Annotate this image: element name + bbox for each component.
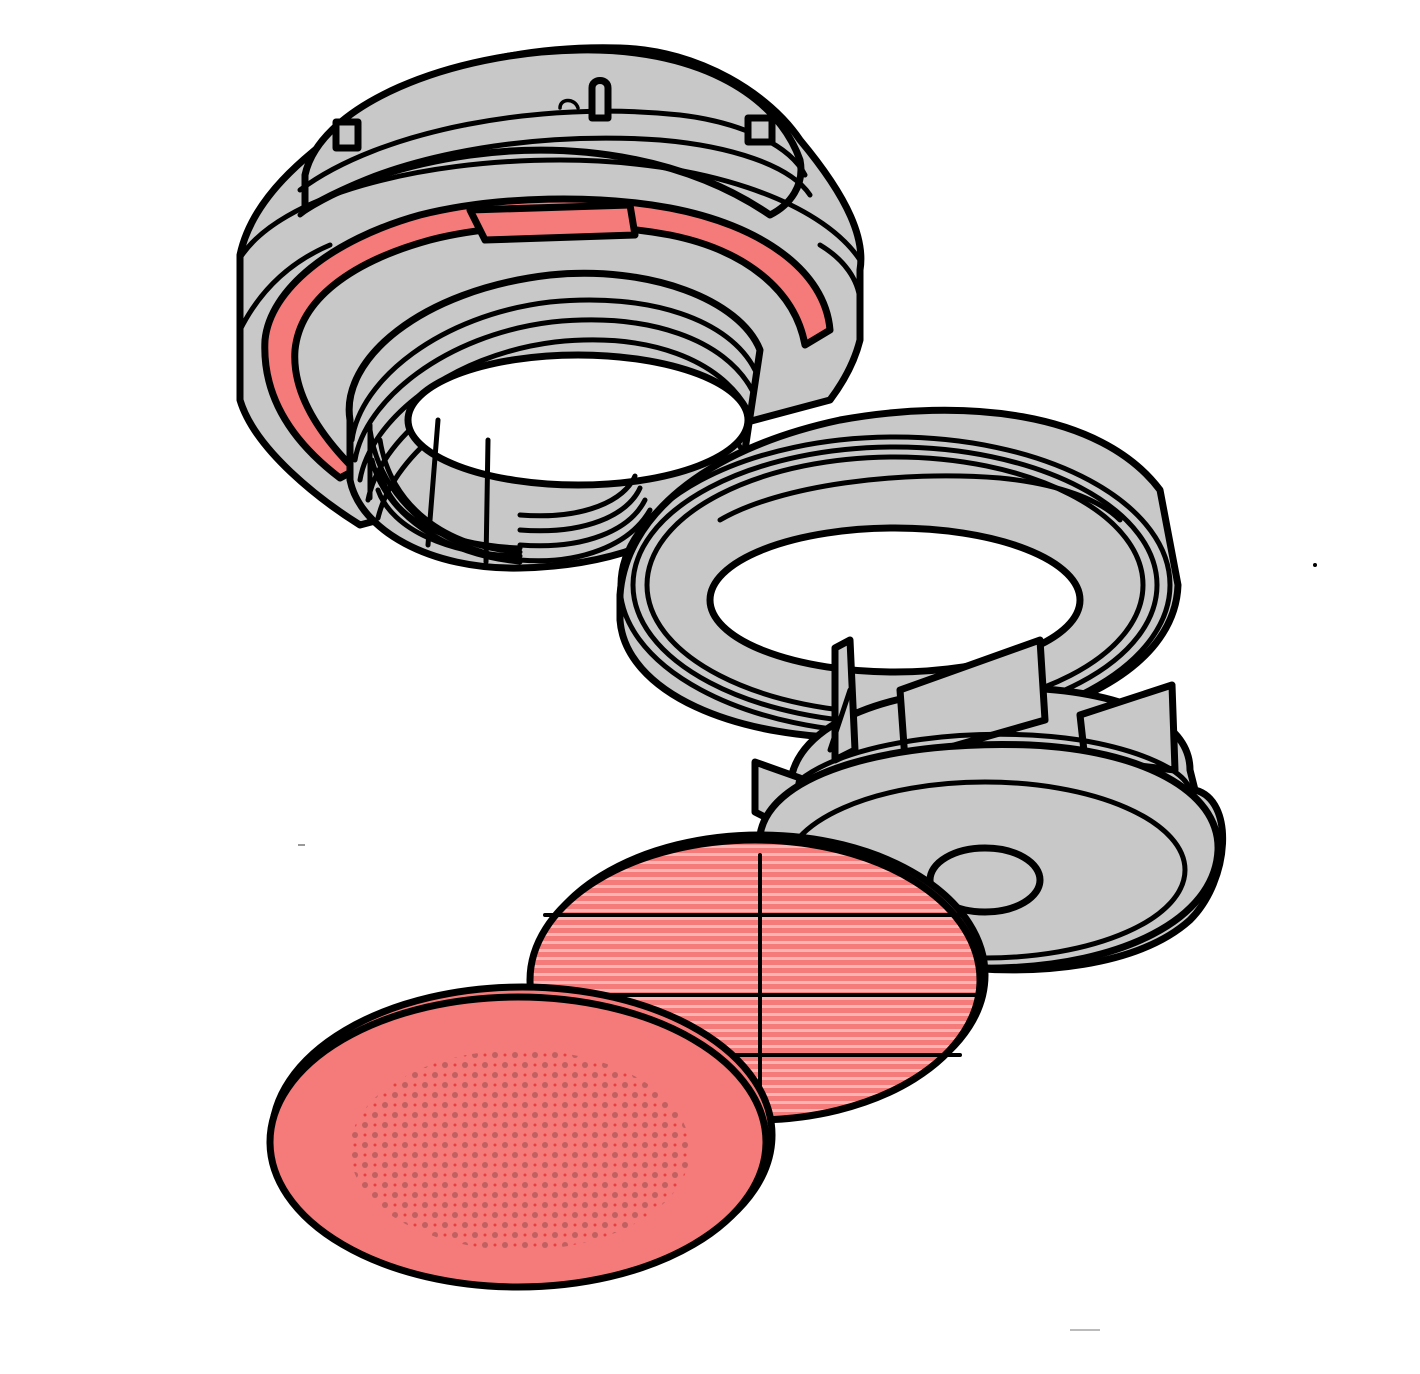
housing-tab <box>332 118 362 152</box>
stray-mark <box>1313 563 1317 567</box>
housing-tab <box>744 114 776 146</box>
ring-opening <box>706 524 1084 676</box>
sealing-ring <box>616 406 1182 742</box>
housing-bore <box>404 351 752 489</box>
housing-key <box>588 77 612 122</box>
gasket-lug <box>466 201 639 244</box>
threaded-housing <box>236 44 865 572</box>
housing-gasket <box>261 195 834 482</box>
perforated-disc <box>266 983 776 1291</box>
